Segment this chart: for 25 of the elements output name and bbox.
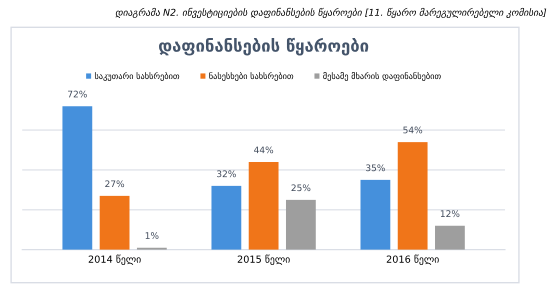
bar: [211, 186, 242, 250]
chart-title: დაფინანსების წყაროები: [159, 38, 368, 56]
x-tick-label: 2014 წელი: [88, 254, 141, 265]
data-label: 44%: [254, 146, 274, 154]
x-tick-label: 2016 წელი: [386, 254, 439, 265]
bar: [248, 162, 279, 250]
data-label: 54%: [403, 126, 422, 134]
bar: [435, 226, 465, 250]
bar: [100, 196, 130, 250]
x-tick-label: 2015 წელი: [238, 254, 290, 265]
data-label: 12%: [440, 210, 460, 218]
data-label: 72%: [68, 90, 87, 98]
bar: [360, 180, 390, 250]
legend-label: მესამე მხარის დაფინანსებით: [323, 72, 441, 81]
legend-label: ნასესხები სახსრებით: [209, 72, 294, 81]
data-label: 27%: [105, 180, 124, 188]
text: დიაგრამა N2. ინვესტიციების დაფინანსების წყაროები [11. წყარო მარეგულირებელი კომისია]: [116, 8, 546, 18]
bar: [398, 142, 428, 250]
data-label: 32%: [217, 170, 236, 178]
data-label: 1%: [146, 232, 159, 240]
legend-label: საკუთარი სახსრებით: [94, 72, 180, 81]
data-label: 35%: [366, 164, 385, 172]
bar: [62, 106, 92, 250]
data-label: 25%: [292, 184, 310, 192]
bar: [286, 200, 316, 250]
